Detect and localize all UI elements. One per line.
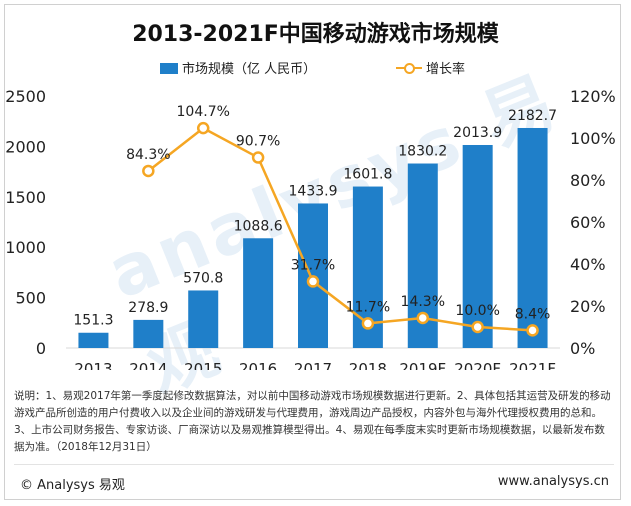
bar: [462, 144, 493, 348]
growth-value-label: 11.7%: [346, 299, 390, 315]
bar: [243, 238, 274, 348]
y-right-tick-label: 40%: [570, 255, 606, 274]
growth-point: [416, 311, 430, 325]
y-right-tick-label: 100%: [570, 129, 616, 148]
y-left-tick-label: 2500: [5, 87, 46, 106]
legend-bar-label: 市场规模（亿 人民币）: [182, 62, 317, 77]
footer-url: www.analysys.cn: [497, 474, 609, 489]
legend-line-label: 增长率: [426, 62, 466, 77]
y-left-tick-label: 1000: [5, 238, 46, 257]
growth-point: [251, 151, 265, 164]
bar-value-label: 1433.9: [289, 183, 338, 199]
growth-point: [142, 164, 155, 178]
legend-item-bar: 市场规模（亿 人民币）: [160, 58, 316, 77]
bar: [517, 127, 548, 348]
growth-value-label: 104.7%: [177, 104, 230, 120]
growth-value-label: 14.3%: [401, 294, 445, 310]
footnote: 说明：1、易观2017年第一季度起修改数据算法，对以前中国移动游戏市场规模数据进…: [14, 390, 611, 453]
bar: [188, 290, 219, 348]
x-tick-label: 2018: [349, 360, 387, 370]
bar: [78, 332, 109, 348]
x-tick-label: 2021F: [509, 360, 556, 370]
y-right-tick-label: 120%: [570, 87, 616, 106]
x-tick-label: 2014: [129, 360, 167, 370]
y-right-tick-label: 20%: [570, 297, 606, 316]
chart-title: 2013-2021F中国移动游戏市场规模: [132, 22, 499, 47]
x-tick-label: 2019F: [399, 360, 446, 370]
bar-value-label: 1830.2: [398, 144, 447, 160]
growth-line: [147, 126, 533, 332]
y-left-tick-label: 500: [15, 289, 46, 308]
growth-point: [361, 317, 375, 330]
growth-point: [196, 121, 210, 135]
bar-value-label: 1601.8: [343, 167, 392, 183]
bar-value-label: 278.9: [128, 300, 168, 316]
x-tick-label: 2017: [294, 360, 332, 370]
bar-value-label: 2182.7: [508, 108, 557, 124]
bar: [133, 319, 164, 348]
y-left-tick-label: 1500: [5, 188, 46, 207]
y-right-tick-label: 80%: [570, 171, 606, 190]
legend-line-swatch: [396, 62, 422, 74]
growth-point: [526, 324, 539, 337]
x-tick-label: 2016: [239, 360, 277, 370]
growth-point: [471, 320, 484, 334]
growth-value-label: 8.4%: [515, 306, 551, 322]
y-right-tick-label: 60%: [570, 213, 606, 232]
y-right-tick-label: 0%: [570, 339, 595, 358]
combo-chart: 0 500 1000 1500 2000 2500 0% 20% 40% 60% 80% 100% 12…: [5, 87, 616, 370]
footer-divider: [14, 464, 614, 465]
y-left-tick-label: 2000: [5, 137, 46, 156]
x-tick-label: 2015: [184, 360, 222, 370]
y-left-tick-label: 0: [36, 339, 46, 358]
growth-value-label: 84.3%: [126, 147, 170, 163]
growth-point: [306, 275, 320, 288]
legend-bar-swatch: [160, 63, 178, 74]
bar-value-label: 151.3: [73, 313, 113, 329]
growth-value-label: 90.7%: [236, 134, 280, 150]
bar-value-label: 1088.6: [234, 218, 283, 234]
growth-value-label: 31.7%: [291, 257, 335, 273]
bar-value-label: 570.8: [183, 270, 223, 286]
x-tick-label: 2013: [74, 360, 112, 370]
footer-copyright: © Analysys 易观: [20, 478, 125, 493]
x-tick-label: 2020F: [454, 360, 501, 370]
growth-value-label: 10.0%: [455, 303, 499, 319]
legend-item-line: 增长率: [396, 58, 465, 77]
bar-value-label: 2013.9: [453, 125, 502, 141]
